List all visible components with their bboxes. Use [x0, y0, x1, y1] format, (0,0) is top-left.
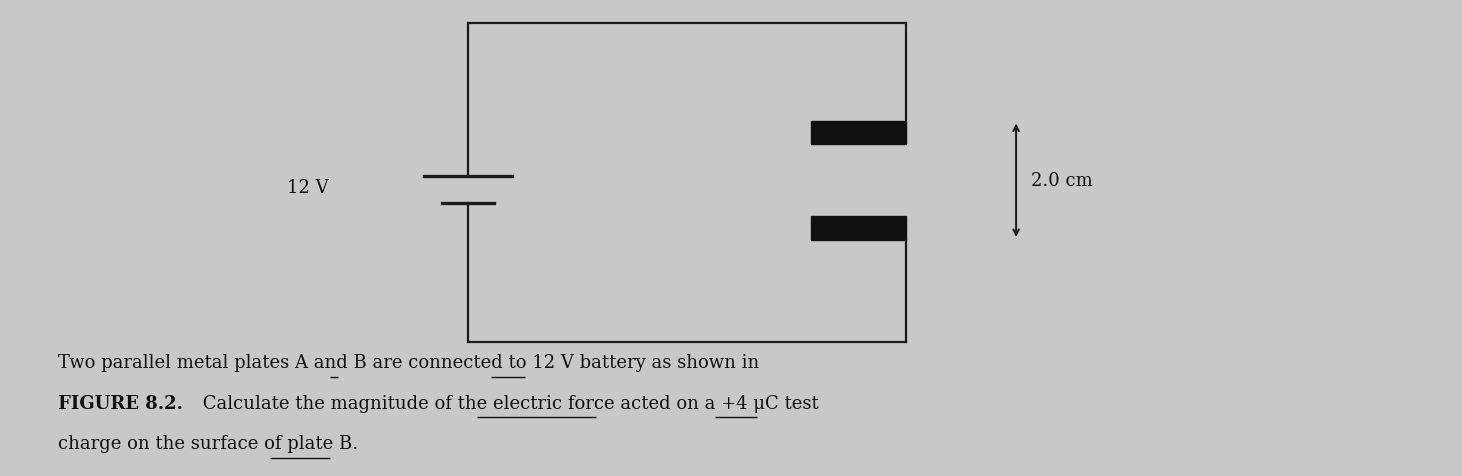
Text: 2.0 cm: 2.0 cm: [1031, 172, 1092, 190]
Text: 12 V: 12 V: [288, 179, 329, 197]
Bar: [811, 121, 906, 145]
Bar: [811, 217, 906, 240]
Text: charge on the surface of plate B.: charge on the surface of plate B.: [58, 434, 358, 452]
Text: Two parallel metal plates A and B are connected to 12 V battery as shown in: Two parallel metal plates A and B are co…: [58, 353, 760, 371]
Text: FIGURE 8.2.: FIGURE 8.2.: [58, 394, 183, 412]
Text: Calculate the magnitude of the electric force acted on a +4 μC test: Calculate the magnitude of the electric …: [197, 394, 819, 412]
